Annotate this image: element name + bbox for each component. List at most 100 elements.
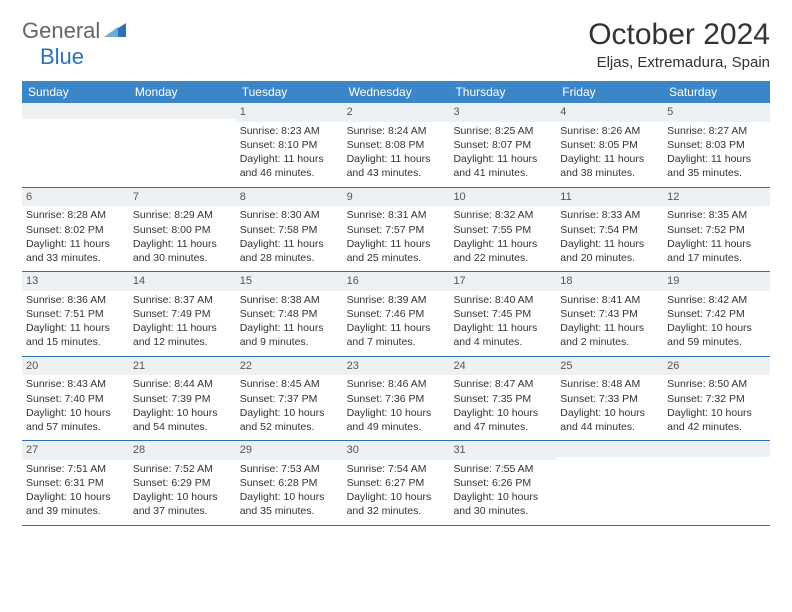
weekday-header: Tuesday: [236, 81, 343, 103]
day-info-line: Sunrise: 8:28 AM: [26, 208, 125, 222]
day-info-line: Daylight: 10 hours: [26, 406, 125, 420]
day-info-line: and 28 minutes.: [240, 251, 339, 265]
day-info-line: and 59 minutes.: [667, 335, 766, 349]
day-cell: 19Sunrise: 8:42 AMSunset: 7:42 PMDayligh…: [663, 272, 770, 356]
day-number: 15: [236, 272, 343, 291]
day-number: 12: [663, 188, 770, 207]
day-info-line: Sunset: 7:46 PM: [347, 307, 446, 321]
day-cell: 11Sunrise: 8:33 AMSunset: 7:54 PMDayligh…: [556, 188, 663, 272]
day-info-line: Sunrise: 8:43 AM: [26, 377, 125, 391]
day-info-line: Daylight: 11 hours: [560, 152, 659, 166]
day-info-line: Daylight: 11 hours: [26, 237, 125, 251]
day-info-line: Daylight: 11 hours: [560, 321, 659, 335]
day-info-line: Daylight: 11 hours: [26, 321, 125, 335]
day-info-line: Daylight: 10 hours: [240, 490, 339, 504]
day-info-line: Sunrise: 7:51 AM: [26, 462, 125, 476]
day-info-line: and 9 minutes.: [240, 335, 339, 349]
day-number: 23: [343, 357, 450, 376]
logo: General: [22, 18, 128, 44]
title-block: October 2024 Eljas, Extremadura, Spain: [588, 18, 770, 71]
day-info-line: and 39 minutes.: [26, 504, 125, 518]
day-info-line: Daylight: 11 hours: [560, 237, 659, 251]
day-info-line: Sunset: 7:51 PM: [26, 307, 125, 321]
week-row: 13Sunrise: 8:36 AMSunset: 7:51 PMDayligh…: [22, 272, 770, 357]
weekday-header-row: Sunday Monday Tuesday Wednesday Thursday…: [22, 81, 770, 103]
location-text: Eljas, Extremadura, Spain: [588, 54, 770, 71]
day-info-line: Sunrise: 8:45 AM: [240, 377, 339, 391]
day-info-line: and 7 minutes.: [347, 335, 446, 349]
day-info-line: and 43 minutes.: [347, 166, 446, 180]
day-info-line: Sunrise: 8:33 AM: [560, 208, 659, 222]
day-cell: 15Sunrise: 8:38 AMSunset: 7:48 PMDayligh…: [236, 272, 343, 356]
day-number: [129, 103, 236, 119]
day-cell: 22Sunrise: 8:45 AMSunset: 7:37 PMDayligh…: [236, 357, 343, 441]
day-number: 24: [449, 357, 556, 376]
day-number: 19: [663, 272, 770, 291]
day-info-line: Sunset: 8:02 PM: [26, 223, 125, 237]
day-info-line: Daylight: 10 hours: [26, 490, 125, 504]
day-info-line: Sunset: 7:39 PM: [133, 392, 232, 406]
day-info-line: Daylight: 11 hours: [453, 237, 552, 251]
day-info-line: Daylight: 10 hours: [560, 406, 659, 420]
day-info-line: Sunset: 7:36 PM: [347, 392, 446, 406]
day-cell: 1Sunrise: 8:23 AMSunset: 8:10 PMDaylight…: [236, 103, 343, 187]
day-cell: 6Sunrise: 8:28 AMSunset: 8:02 PMDaylight…: [22, 188, 129, 272]
day-info-line: Sunset: 7:35 PM: [453, 392, 552, 406]
day-cell: 23Sunrise: 8:46 AMSunset: 7:36 PMDayligh…: [343, 357, 450, 441]
day-cell: 20Sunrise: 8:43 AMSunset: 7:40 PMDayligh…: [22, 357, 129, 441]
day-info-line: Sunrise: 8:24 AM: [347, 124, 446, 138]
day-number: 29: [236, 441, 343, 460]
day-info-line: Sunrise: 8:50 AM: [667, 377, 766, 391]
day-info-line: Sunset: 6:31 PM: [26, 476, 125, 490]
day-number: 20: [22, 357, 129, 376]
day-info-line: Sunset: 7:55 PM: [453, 223, 552, 237]
day-info-line: Sunset: 8:00 PM: [133, 223, 232, 237]
day-cell: 3Sunrise: 8:25 AMSunset: 8:07 PMDaylight…: [449, 103, 556, 187]
day-info-line: and 46 minutes.: [240, 166, 339, 180]
header: General October 2024 Eljas, Extremadura,…: [22, 18, 770, 71]
day-info-line: Sunset: 6:26 PM: [453, 476, 552, 490]
day-info-line: Sunrise: 7:53 AM: [240, 462, 339, 476]
day-info-line: Sunset: 8:10 PM: [240, 138, 339, 152]
day-number: 30: [343, 441, 450, 460]
day-info-line: and 30 minutes.: [453, 504, 552, 518]
day-number: [663, 441, 770, 457]
calendar: Sunday Monday Tuesday Wednesday Thursday…: [22, 81, 770, 526]
day-info-line: Daylight: 10 hours: [667, 321, 766, 335]
day-cell: 25Sunrise: 8:48 AMSunset: 7:33 PMDayligh…: [556, 357, 663, 441]
day-info-line: and 42 minutes.: [667, 420, 766, 434]
day-info-line: Sunset: 8:08 PM: [347, 138, 446, 152]
weekday-header: Thursday: [449, 81, 556, 103]
day-info-line: Daylight: 10 hours: [133, 490, 232, 504]
day-info-line: and 4 minutes.: [453, 335, 552, 349]
day-cell: 4Sunrise: 8:26 AMSunset: 8:05 PMDaylight…: [556, 103, 663, 187]
day-info-line: Sunset: 6:29 PM: [133, 476, 232, 490]
day-info-line: Daylight: 11 hours: [347, 152, 446, 166]
day-info-line: Sunset: 7:52 PM: [667, 223, 766, 237]
day-cell: 16Sunrise: 8:39 AMSunset: 7:46 PMDayligh…: [343, 272, 450, 356]
logo-triangle-icon: [104, 21, 126, 42]
day-cell: 29 Sunrise: 7:53 AMSunset: 6:28 PMDayligh…: [236, 441, 343, 525]
day-info-line: and 2 minutes.: [560, 335, 659, 349]
day-info-line: and 17 minutes.: [667, 251, 766, 265]
day-info-line: Daylight: 10 hours: [240, 406, 339, 420]
day-info-line: Daylight: 11 hours: [133, 321, 232, 335]
week-row: 20Sunrise: 8:43 AMSunset: 7:40 PMDayligh…: [22, 357, 770, 442]
day-number: 21: [129, 357, 236, 376]
day-info-line: Sunset: 6:28 PM: [240, 476, 339, 490]
day-number: 31: [449, 441, 556, 460]
day-number: 5: [663, 103, 770, 122]
day-cell: 14Sunrise: 8:37 AMSunset: 7:49 PMDayligh…: [129, 272, 236, 356]
day-number: 13: [22, 272, 129, 291]
day-info-line: and 15 minutes.: [26, 335, 125, 349]
day-info-line: Daylight: 11 hours: [133, 237, 232, 251]
day-cell: 21Sunrise: 8:44 AMSunset: 7:39 PMDayligh…: [129, 357, 236, 441]
day-cell: [556, 441, 663, 525]
day-number: 9: [343, 188, 450, 207]
day-info-line: and 54 minutes.: [133, 420, 232, 434]
day-info-line: Sunrise: 8:27 AM: [667, 124, 766, 138]
day-info-line: Sunrise: 8:39 AM: [347, 293, 446, 307]
day-info-line: Daylight: 10 hours: [667, 406, 766, 420]
day-info-line: and 44 minutes.: [560, 420, 659, 434]
day-info-line: Daylight: 11 hours: [667, 152, 766, 166]
